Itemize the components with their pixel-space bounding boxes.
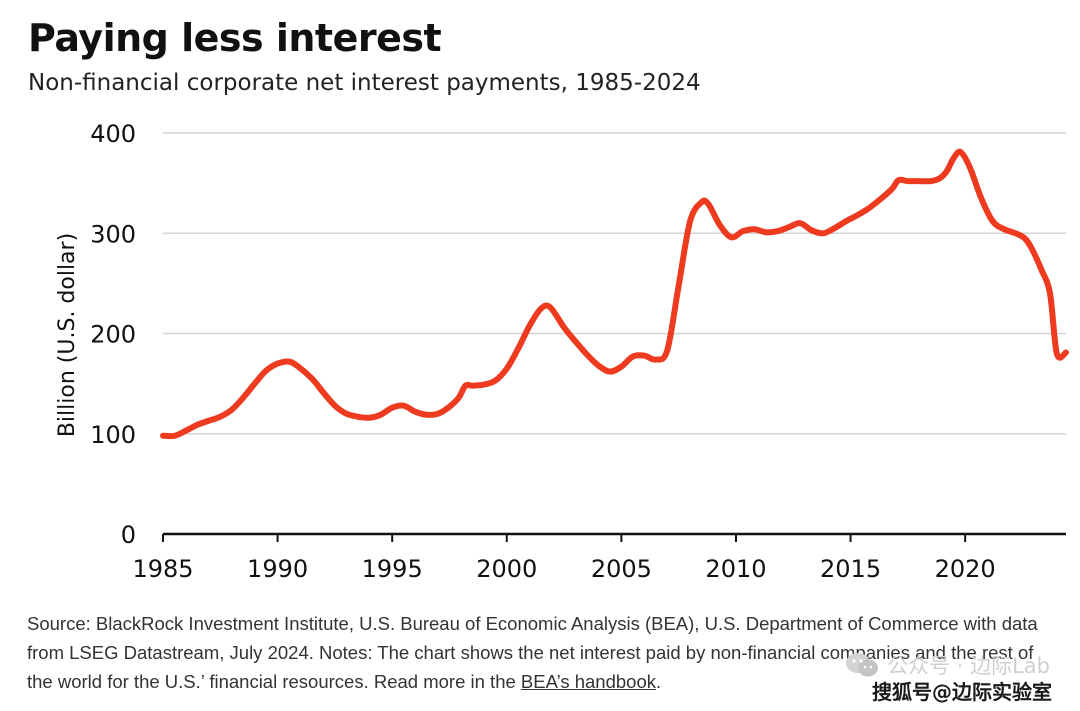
watermark-sohu: 搜狐号@边际实验室: [872, 680, 1052, 704]
bea-handbook-link[interactable]: BEA’s handbook: [520, 671, 657, 692]
y-tick-label-400: 400: [90, 120, 136, 148]
x-tick-label-1990: 1990: [247, 555, 308, 583]
line-chart: 0 100 200 300 400 1985 1990 1995 2000 2005 2010 201…: [55, 120, 1069, 583]
watermark: 公众号 · 边际Lab: [845, 650, 1050, 680]
x-tick-label-2005: 2005: [591, 555, 652, 583]
y-tick-label-0: 0: [121, 521, 136, 549]
x-tick-label-1985: 1985: [132, 555, 193, 583]
x-tick-label-1995: 1995: [362, 555, 423, 583]
source-note-text: Source: BlackRock Investment Institute, …: [27, 613, 1038, 692]
y-axis-label: Billion (U.S. dollar): [55, 233, 80, 437]
x-tick-label-2020: 2020: [935, 555, 996, 583]
x-tick-label-2000: 2000: [476, 555, 537, 583]
x-tick-label-2010: 2010: [705, 555, 766, 583]
source-note-end: .: [656, 671, 662, 692]
series-line-0: [160, 148, 1069, 440]
y-tick-label-300: 300: [90, 220, 136, 248]
source-note: Source: BlackRock Investment Institute, …: [27, 609, 1057, 696]
chart-title: Paying less interest: [28, 16, 442, 60]
watermark-text: 公众号 · 边际Lab: [887, 654, 1050, 678]
chart-subtitle: Non-financial corporate net interest pay…: [28, 70, 701, 96]
y-tick-label-200: 200: [90, 321, 136, 349]
wechat-icon: [845, 652, 879, 678]
y-tick-label-100: 100: [90, 421, 136, 449]
x-tick-label-2015: 2015: [820, 555, 881, 583]
